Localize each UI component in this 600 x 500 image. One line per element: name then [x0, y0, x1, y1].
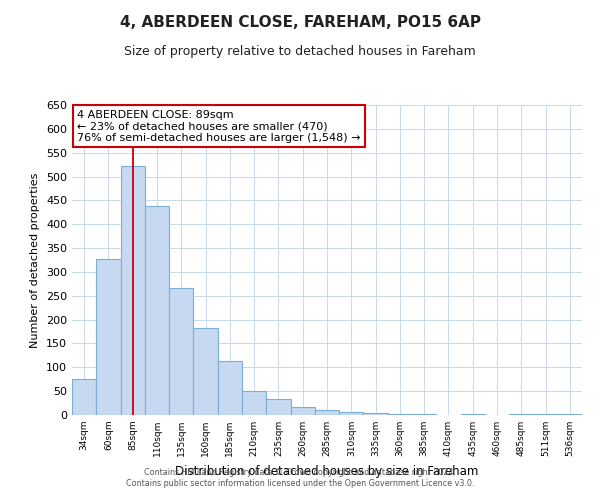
Bar [412, 414, 436, 415]
Bar [290, 407, 315, 415]
Y-axis label: Number of detached properties: Number of detached properties [31, 172, 40, 348]
Bar [339, 412, 364, 415]
Bar [169, 288, 193, 415]
Bar [242, 391, 266, 415]
Bar [266, 400, 290, 415]
Bar [533, 414, 558, 415]
Bar [364, 413, 388, 415]
Bar [145, 206, 169, 415]
Bar [509, 414, 533, 415]
Bar [218, 361, 242, 415]
Bar [72, 379, 96, 415]
X-axis label: Distribution of detached houses by size in Fareham: Distribution of detached houses by size … [175, 464, 479, 477]
Bar [121, 166, 145, 415]
Bar [461, 414, 485, 415]
Text: Size of property relative to detached houses in Fareham: Size of property relative to detached ho… [124, 45, 476, 58]
Bar [558, 414, 582, 415]
Text: 4, ABERDEEN CLOSE, FAREHAM, PO15 6AP: 4, ABERDEEN CLOSE, FAREHAM, PO15 6AP [119, 15, 481, 30]
Bar [96, 259, 121, 415]
Bar [193, 328, 218, 415]
Text: Contains HM Land Registry data © Crown copyright and database right 2024.
Contai: Contains HM Land Registry data © Crown c… [126, 468, 474, 487]
Bar [315, 410, 339, 415]
Bar [388, 414, 412, 415]
Text: 4 ABERDEEN CLOSE: 89sqm
← 23% of detached houses are smaller (470)
76% of semi-d: 4 ABERDEEN CLOSE: 89sqm ← 23% of detache… [77, 110, 361, 143]
